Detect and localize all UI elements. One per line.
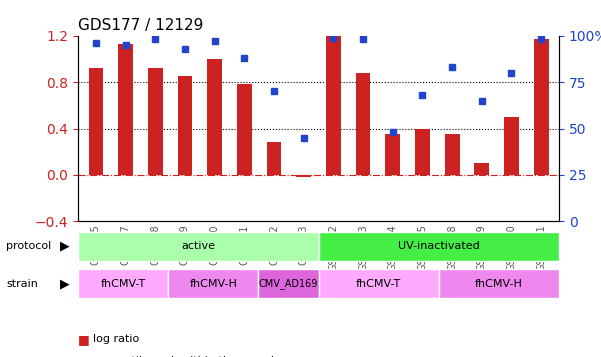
Bar (445, 134, 460, 175)
Bar (177, 76, 192, 175)
Text: fhCMV-T: fhCMV-T (356, 279, 401, 289)
FancyBboxPatch shape (319, 232, 559, 261)
Bar (356, 73, 370, 175)
Text: log ratio: log ratio (93, 334, 139, 344)
FancyBboxPatch shape (78, 232, 319, 261)
Text: protocol: protocol (6, 241, 51, 251)
Bar (237, 84, 252, 175)
Bar (326, 36, 341, 175)
Text: percentile rank within the sample: percentile rank within the sample (93, 356, 281, 357)
FancyBboxPatch shape (319, 269, 439, 298)
FancyBboxPatch shape (258, 269, 319, 298)
Text: GDS177 / 12129: GDS177 / 12129 (78, 18, 204, 33)
Bar (148, 68, 163, 175)
Bar (534, 39, 549, 175)
Bar (296, 175, 311, 177)
Bar (415, 129, 430, 175)
Text: fhCMV-H: fhCMV-H (189, 279, 237, 289)
Text: strain: strain (6, 279, 38, 289)
Text: CMV_AD169: CMV_AD169 (259, 278, 318, 289)
Bar (474, 164, 489, 175)
FancyBboxPatch shape (439, 269, 559, 298)
Text: fhCMV-T: fhCMV-T (100, 279, 146, 289)
Bar (504, 117, 519, 175)
Text: ■: ■ (78, 354, 90, 357)
Bar (207, 59, 222, 175)
FancyBboxPatch shape (78, 269, 168, 298)
Text: fhCMV-H: fhCMV-H (475, 279, 523, 289)
Text: ■: ■ (78, 333, 90, 346)
Bar (88, 68, 103, 175)
Text: active: active (182, 241, 215, 251)
Text: ▶: ▶ (60, 240, 70, 253)
Text: ▶: ▶ (60, 277, 70, 290)
Bar (118, 44, 133, 175)
FancyBboxPatch shape (168, 269, 258, 298)
Bar (267, 142, 281, 175)
Text: UV-inactivated: UV-inactivated (398, 241, 480, 251)
Bar (385, 134, 400, 175)
